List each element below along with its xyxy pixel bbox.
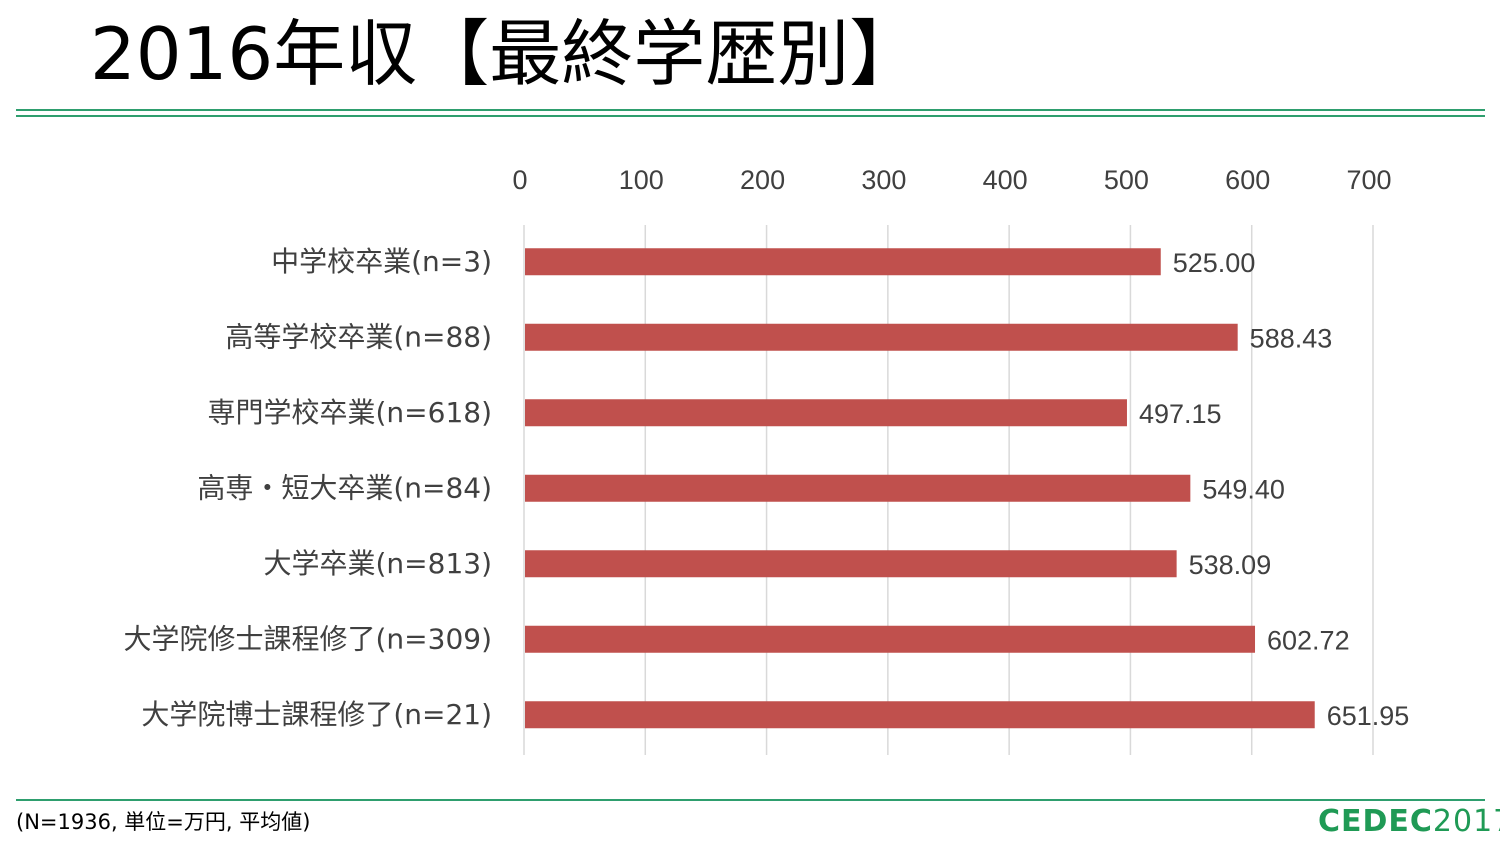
- data-label: 549.40: [1202, 474, 1285, 504]
- x-tick-label: 200: [740, 165, 785, 195]
- category-label: 大学卒業(n=813): [264, 547, 493, 580]
- logo-year: 2017: [1432, 804, 1500, 839]
- bar: [525, 701, 1315, 729]
- bar: [525, 474, 1191, 502]
- x-tick-label: 600: [1225, 165, 1270, 195]
- x-tick-label: 700: [1346, 165, 1391, 195]
- x-tick-label: 300: [861, 165, 906, 195]
- data-label: 651.95: [1327, 701, 1410, 731]
- bar: [525, 550, 1177, 578]
- x-axis-ticks: 0 100 200 300 400 500 600 700: [512, 165, 1391, 195]
- x-tick-label: 500: [1104, 165, 1149, 195]
- category-label: 大学院博士課程修了(n=21): [141, 698, 492, 731]
- data-labels: 525.00 588.43 497.15 549.40 538.09 602.72 651.…: [1139, 248, 1409, 731]
- logo-word: CEDEC: [1318, 804, 1433, 839]
- bar: [525, 248, 1161, 276]
- category-label: 高等学校卒業(n=88): [225, 320, 492, 353]
- footer-divider: [16, 799, 1485, 801]
- category-label: 大学院修士課程修了(n=309): [124, 622, 493, 655]
- title-divider-bottom: [16, 115, 1485, 117]
- title-divider-top: [16, 109, 1485, 111]
- data-label: 588.43: [1250, 323, 1333, 353]
- data-label: 525.00: [1173, 248, 1256, 278]
- x-tick-label: 100: [619, 165, 664, 195]
- slide-title: 2016年収【最終学歴別】: [90, 12, 922, 96]
- bar: [525, 323, 1238, 351]
- category-label: 中学校卒業(n=3): [271, 245, 492, 278]
- bar-series: [525, 248, 1315, 729]
- category-label: 高専・短大卒業(n=84): [197, 471, 492, 504]
- x-tick-label: 0: [512, 165, 527, 195]
- category-label: 専門学校卒業(n=618): [208, 396, 493, 429]
- cedec-logo: CEDEC2017: [1318, 804, 1500, 839]
- bar-chart: 0 100 200 300 400 500 600 700 中学校卒業(n=3) 高等学校卒業(…: [124, 165, 1409, 755]
- data-label: 538.09: [1189, 550, 1272, 580]
- y-axis-categories: 中学校卒業(n=3) 高等学校卒業(n=88) 専門学校卒業(n=618) 高専・短大…: [124, 245, 493, 731]
- data-label: 497.15: [1139, 399, 1222, 429]
- bar: [525, 399, 1127, 427]
- footnote: (N=1936, 単位=万円, 平均値): [16, 810, 311, 834]
- bar: [525, 625, 1256, 653]
- x-tick-label: 400: [983, 165, 1028, 195]
- data-label: 602.72: [1267, 625, 1350, 655]
